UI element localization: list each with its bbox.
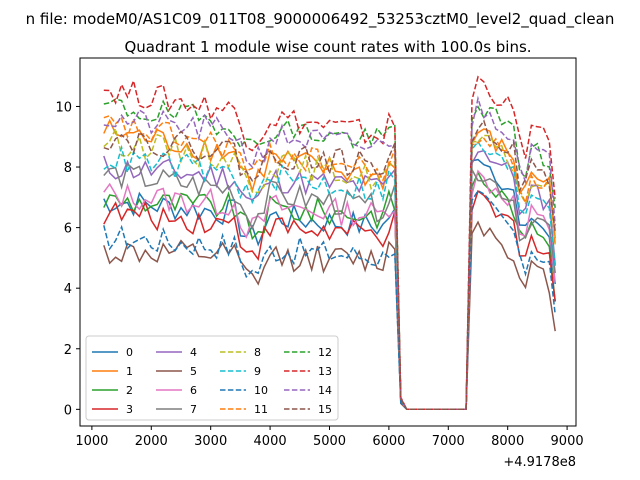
legend-label-11: 11 — [254, 403, 268, 416]
legend-label-6: 6 — [190, 384, 197, 397]
legend-label-9: 9 — [254, 365, 261, 378]
series-line-13 — [103, 75, 556, 411]
series-line-2 — [103, 170, 556, 411]
x-tick-label: 4000 — [254, 434, 287, 449]
legend-label-7: 7 — [190, 403, 197, 416]
x-tick-label: 5000 — [313, 434, 346, 449]
plot-lines — [103, 75, 556, 411]
series-line-8 — [103, 126, 556, 411]
y-tick-label: 10 — [55, 100, 72, 115]
series-line-0 — [103, 158, 556, 411]
x-tick-label: 2000 — [135, 434, 168, 449]
x-tick-label: 8000 — [491, 434, 524, 449]
plot-frame — [79, 57, 577, 427]
legend-label-3: 3 — [126, 403, 133, 416]
series-line-10 — [103, 189, 556, 411]
x-tick-label: 6000 — [372, 434, 405, 449]
legend-label-2: 2 — [126, 384, 133, 397]
y-tick-label: 0 — [64, 403, 72, 418]
x-tick-label: 3000 — [194, 434, 227, 449]
series-line-14 — [103, 95, 556, 411]
series-line-11 — [103, 114, 556, 411]
x-offset-label: +4.9178e8 — [503, 455, 576, 470]
y-tick-label: 4 — [64, 282, 72, 297]
legend-label-8: 8 — [254, 346, 261, 359]
y-tick-label: 8 — [64, 161, 72, 176]
legend-label-10: 10 — [254, 384, 268, 397]
legend-label-1: 1 — [126, 365, 133, 378]
chart-suptitle: n file: modeM0/AS1C09_011T08_9000006492_… — [26, 10, 615, 29]
x-tick-label: 7000 — [432, 434, 465, 449]
y-tick-label: 2 — [64, 343, 72, 358]
legend-label-12: 12 — [318, 346, 332, 359]
chart-title: Quadrant 1 module wise count rates with … — [124, 38, 531, 56]
series-line-15 — [103, 119, 556, 411]
legend-label-5: 5 — [190, 365, 197, 378]
axes: 1000 2000 3000 4000 5000 6000 7000 8000 9000 0 2 4 6… — [55, 100, 583, 449]
legend-label-0: 0 — [126, 346, 133, 359]
series-line-6 — [103, 169, 556, 411]
series-line-9 — [103, 140, 556, 411]
legend-label-15: 15 — [318, 403, 332, 416]
x-tick-label: 9000 — [551, 434, 584, 449]
y-tick-label: 6 — [64, 222, 72, 237]
legend-box — [85, 335, 339, 421]
legend-label-14: 14 — [318, 384, 332, 397]
legend-label-13: 13 — [318, 365, 332, 378]
series-line-4 — [103, 149, 556, 411]
x-tick-label: 1000 — [75, 434, 108, 449]
legend-label-4: 4 — [190, 346, 197, 359]
